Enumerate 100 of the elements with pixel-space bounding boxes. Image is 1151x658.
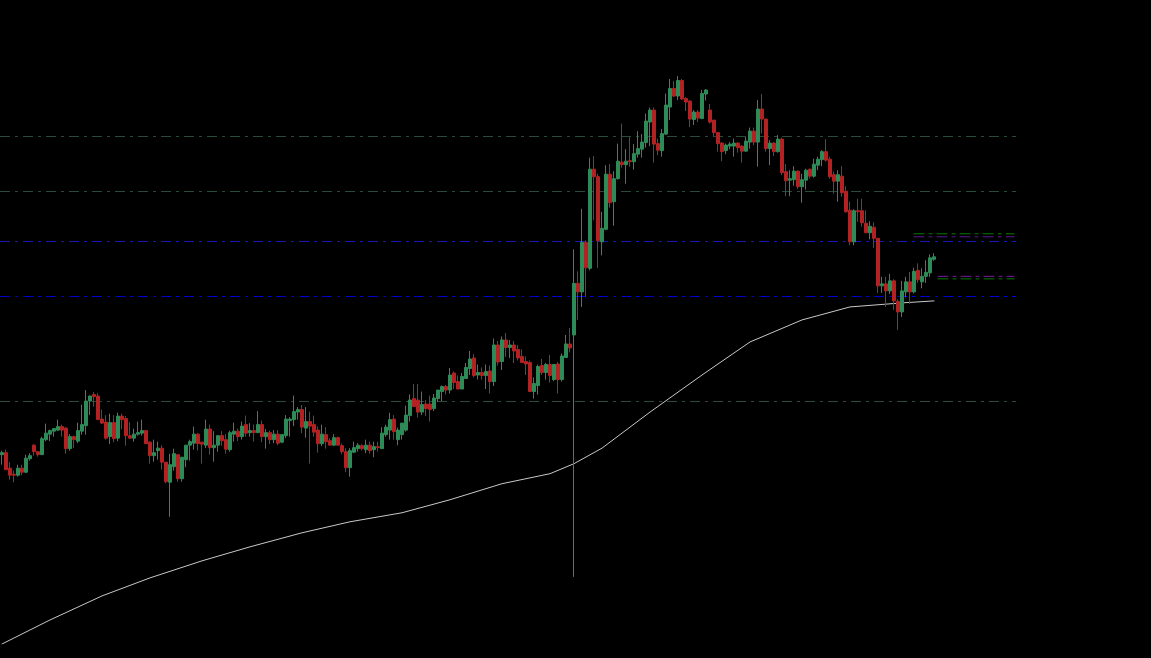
candlestick <box>268 430 272 445</box>
candlestick <box>224 433 228 455</box>
candlestick <box>796 169 800 190</box>
candlestick <box>260 420 264 443</box>
candlestick <box>416 383 420 419</box>
candlestick <box>440 385 444 402</box>
candlestick <box>176 454 180 483</box>
candlestick <box>472 353 476 379</box>
candlestick <box>800 173 804 204</box>
candlestick <box>540 358 544 376</box>
candlestick <box>96 392 100 421</box>
candlestick <box>496 340 500 367</box>
candlestick <box>580 208 584 308</box>
candlestick <box>344 447 348 473</box>
candlestick <box>244 415 248 438</box>
candlestick <box>64 426 68 455</box>
candlestick <box>500 335 504 371</box>
candlestick <box>20 464 24 476</box>
candlestick <box>248 422 252 438</box>
candlestick <box>556 361 560 395</box>
candlestick <box>284 414 288 439</box>
candlestick <box>320 424 324 447</box>
candlestick <box>212 430 216 463</box>
candlestick <box>808 168 812 180</box>
candlestick <box>372 441 376 458</box>
candlestick <box>620 123 624 169</box>
candlestick <box>32 443 36 457</box>
candlestick <box>776 134 780 154</box>
candlestick <box>308 411 312 465</box>
candlestick <box>488 365 492 395</box>
candlestick <box>772 141 776 157</box>
candlestick <box>628 136 632 168</box>
candlestick <box>376 441 380 453</box>
candlestick <box>568 327 572 353</box>
candlestick <box>356 442 360 453</box>
candlestick <box>140 419 144 437</box>
candlestick <box>392 414 396 441</box>
candlestick <box>364 439 368 454</box>
candlestick <box>300 404 304 434</box>
candlestick <box>624 148 628 185</box>
candlestick <box>272 429 276 444</box>
candlestick <box>468 350 472 376</box>
candlestick <box>888 273 892 295</box>
candlestick <box>732 138 736 158</box>
candlestick <box>836 169 840 203</box>
candlestick <box>548 354 552 384</box>
candlestick <box>0 450 4 466</box>
candlestick <box>912 267 916 294</box>
candlestick <box>420 391 424 416</box>
candlestick <box>544 362 548 381</box>
candlestick <box>252 424 256 443</box>
candlestick <box>536 364 540 396</box>
candlestick <box>360 443 364 452</box>
candlestick <box>884 276 888 308</box>
candlestick <box>68 433 72 452</box>
candlestick <box>820 149 824 167</box>
candlestick <box>856 198 860 223</box>
candlestick <box>852 208 856 246</box>
candlestick <box>552 364 556 382</box>
candlestick <box>688 99 692 128</box>
candlestick <box>516 344 520 361</box>
candlestick <box>508 339 512 359</box>
candlestick <box>304 406 308 439</box>
candlestick <box>444 384 448 396</box>
candlestick <box>124 415 128 447</box>
candlestick <box>484 364 488 390</box>
candlestick <box>480 367 484 381</box>
candlestick <box>152 439 156 463</box>
candlestick <box>724 143 728 155</box>
candlestick <box>84 389 88 436</box>
candlestick <box>916 262 920 284</box>
candlestick <box>652 107 656 164</box>
candlestick <box>588 157 592 271</box>
candlestick <box>512 340 516 364</box>
candlestick <box>476 364 480 381</box>
candlestick <box>368 441 372 455</box>
candlestick <box>108 413 112 445</box>
candlestick <box>236 428 240 442</box>
candlestick <box>756 99 760 168</box>
candlestick <box>456 375 460 390</box>
candlestick <box>104 414 108 441</box>
candlestick <box>572 248 576 578</box>
candlestick <box>324 426 328 450</box>
candlestick <box>492 337 496 387</box>
candlestick <box>332 433 336 447</box>
candlestick <box>452 371 456 390</box>
candlestick <box>908 271 912 305</box>
candlestick <box>112 414 116 443</box>
candlestick <box>24 454 28 474</box>
candlestick <box>752 127 756 146</box>
candlestick <box>788 169 792 197</box>
candlestick <box>880 276 884 294</box>
candlestick <box>676 75 680 101</box>
candlestick <box>528 360 532 393</box>
candlestick <box>812 158 816 179</box>
candlestick <box>748 127 752 150</box>
candlestick <box>256 410 260 434</box>
candlestick <box>72 435 76 449</box>
candlestick <box>868 220 872 240</box>
candlestick <box>264 428 268 450</box>
